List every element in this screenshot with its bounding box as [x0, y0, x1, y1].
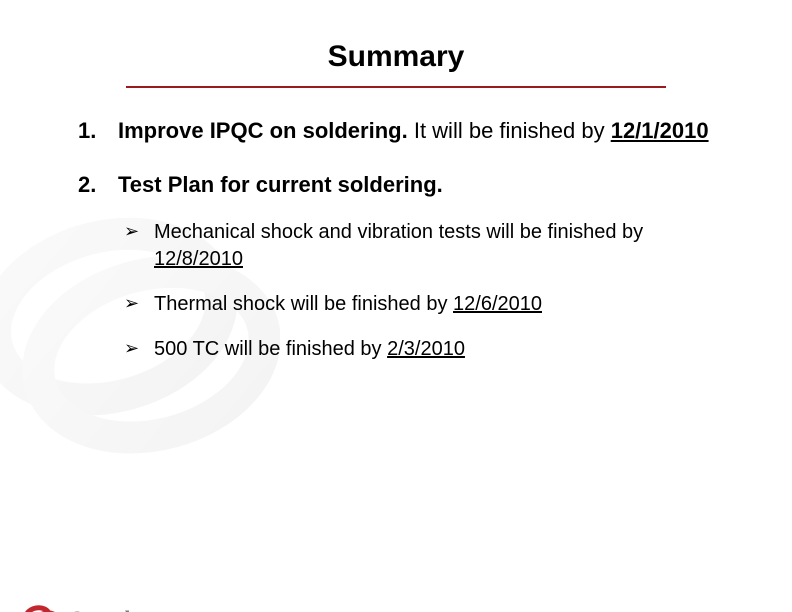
sub-text: Mechanical shock and vibration tests wil… — [154, 221, 643, 243]
sub-text: 500 TC will be finished by — [154, 338, 387, 360]
title-underline — [126, 86, 666, 88]
sub-text: Thermal shock will be finished by — [154, 293, 453, 315]
sub-list: Mechanical shock and vibration tests wil… — [118, 219, 722, 363]
item-bold: Improve IPQC on soldering. — [118, 118, 408, 143]
main-list: Improve IPQC on soldering. It will be fi… — [70, 116, 722, 363]
content-area: Improve IPQC on soldering. It will be fi… — [70, 116, 722, 363]
sub-list-item: Mechanical shock and vibration tests wil… — [118, 219, 722, 273]
item-text: It will be finished by — [408, 118, 611, 143]
logo-text: Optoplex — [68, 606, 150, 612]
item-date: 12/1/2010 — [611, 118, 709, 143]
item-bold: Test Plan for current soldering. — [118, 172, 443, 197]
sub-date: 12/6/2010 — [453, 293, 542, 315]
slide-title: Summary — [0, 40, 792, 74]
sub-list-item: Thermal shock will be finished by 12/6/2… — [118, 291, 722, 318]
sub-date: 2/3/2010 — [387, 338, 465, 360]
list-item: Test Plan for current soldering. Mechani… — [70, 170, 722, 364]
list-item: Improve IPQC on soldering. It will be fi… — [70, 116, 722, 146]
footer-logo: Optoplex — [22, 602, 150, 612]
sub-date: 12/8/2010 — [154, 248, 243, 270]
sub-list-item: 500 TC will be finished by 2/3/2010 — [118, 336, 722, 363]
optoplex-rings-icon — [22, 602, 62, 612]
